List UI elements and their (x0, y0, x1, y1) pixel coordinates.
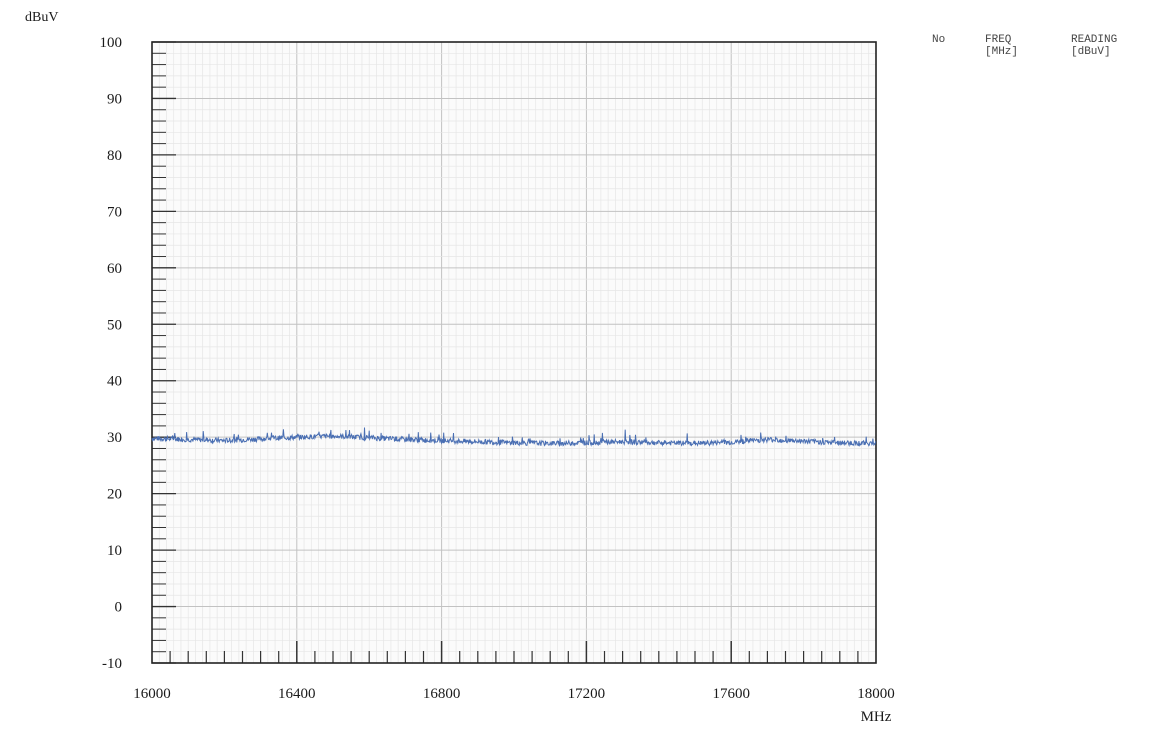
y-tick-label: 90 (107, 91, 122, 107)
y-tick-label: 70 (107, 204, 122, 220)
y-tick-label: -10 (102, 656, 122, 672)
y-tick-label: 50 (107, 317, 122, 333)
y-tick-label: 10 (107, 543, 122, 559)
y-tick-label: 100 (100, 35, 123, 51)
x-tick-label: 18000 (857, 686, 895, 702)
x-tick-label: 16000 (133, 686, 171, 702)
x-tick-label: 17200 (568, 686, 606, 702)
y-axis-label: dBuV (25, 10, 58, 25)
y-tick-label: 60 (107, 261, 122, 277)
readout-col-freq-header: FREQ [MHz] (985, 34, 1019, 58)
x-axis-label: MHz (861, 709, 892, 725)
x-tick-label: 16400 (278, 686, 316, 702)
readout-col-no-header: No (932, 34, 946, 46)
y-tick-label: 40 (107, 374, 122, 390)
x-tick-label: 16800 (423, 686, 461, 702)
y-tick-label: 80 (107, 148, 122, 164)
x-tick-label: 17600 (712, 686, 750, 702)
plot-frame (151, 41, 877, 664)
y-tick-label: 0 (115, 600, 123, 616)
y-tick-label: 30 (107, 430, 122, 446)
y-tick-label: 20 (107, 487, 122, 503)
readout-col-reading-header: READING [dBuV] (1071, 34, 1118, 58)
grid (152, 42, 876, 663)
series-trace (151, 427, 877, 448)
